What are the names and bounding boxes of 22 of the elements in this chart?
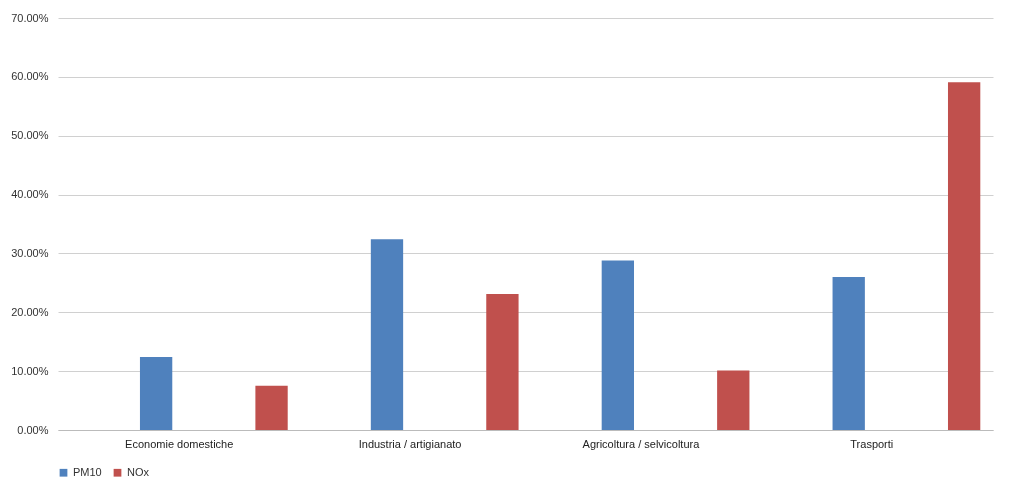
bar: [370, 239, 404, 430]
x-tick-label: Agricoltura / selvicoltura: [582, 437, 701, 450]
y-tick-label: 30.00%: [11, 246, 49, 259]
y-tick-label: 40.00%: [11, 188, 49, 201]
bar: [717, 370, 750, 430]
bar: [947, 82, 981, 430]
bar: [255, 385, 288, 430]
bar: [601, 260, 635, 430]
y-tick-label: 10.00%: [11, 364, 49, 377]
x-tick-label: Economie domestiche: [125, 437, 234, 450]
x-tick-label: Industria / artigianato: [358, 437, 462, 450]
bar: [832, 276, 865, 430]
y-tick-label: 0.00%: [17, 423, 49, 436]
bar: [139, 357, 173, 430]
y-tick-label: 20.00%: [11, 305, 49, 318]
y-tick-label: 60.00%: [11, 70, 49, 83]
y-tick-label: 70.00%: [11, 11, 49, 24]
legend-label: PM10: [73, 465, 102, 478]
bar: [486, 294, 519, 430]
y-tick-label: 50.00%: [11, 129, 49, 142]
x-tick-label: Trasporti: [850, 437, 894, 450]
legend-label: NOx: [127, 465, 150, 478]
